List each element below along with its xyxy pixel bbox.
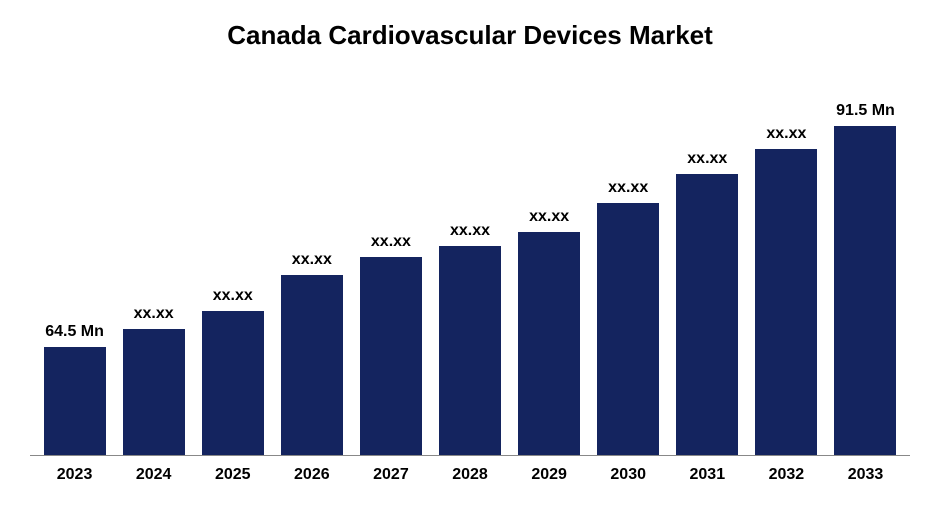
- bar: [834, 126, 896, 455]
- bar-group: xx.xx: [351, 71, 430, 455]
- bar-group: xx.xx: [747, 71, 826, 455]
- bar: [439, 246, 501, 455]
- x-axis-label: 2030: [589, 466, 668, 484]
- x-axis-label: 2033: [826, 466, 905, 484]
- x-axis-label: 2023: [35, 466, 114, 484]
- bar-group: xx.xx: [193, 71, 272, 455]
- bar-value-label: xx.xx: [134, 305, 174, 323]
- bar: [123, 329, 185, 455]
- x-axis-label: 2024: [114, 466, 193, 484]
- bar-group: xx.xx: [272, 71, 351, 455]
- bar-group: xx.xx: [114, 71, 193, 455]
- bar-value-label: 64.5 Mn: [45, 323, 104, 341]
- bar-value-label: xx.xx: [292, 251, 332, 269]
- x-axis-label: 2028: [430, 466, 509, 484]
- bar-group: 91.5 Mn: [826, 71, 905, 455]
- x-axis-label: 2026: [272, 466, 351, 484]
- bar-value-label: xx.xx: [371, 233, 411, 251]
- bar: [755, 149, 817, 455]
- chart-title: Canada Cardiovascular Devices Market: [30, 20, 910, 51]
- bar: [518, 232, 580, 455]
- bar-value-label: xx.xx: [213, 287, 253, 305]
- plot-area: 64.5 Mn xx.xx xx.xx xx.xx xx.xx xx.xx xx…: [30, 71, 910, 456]
- bar: [597, 203, 659, 455]
- chart-container: Canada Cardiovascular Devices Market 64.…: [0, 0, 940, 514]
- bar-group: xx.xx: [510, 71, 589, 455]
- bar: [202, 311, 264, 455]
- x-axis-label: 2031: [668, 466, 747, 484]
- x-axis: 2023 2024 2025 2026 2027 2028 2029 2030 …: [30, 456, 910, 484]
- x-axis-label: 2029: [510, 466, 589, 484]
- x-axis-label: 2032: [747, 466, 826, 484]
- bar: [360, 257, 422, 455]
- bar-group: 64.5 Mn: [35, 71, 114, 455]
- bar: [44, 347, 106, 455]
- bar-group: xx.xx: [589, 71, 668, 455]
- bar-group: xx.xx: [668, 71, 747, 455]
- bar: [281, 275, 343, 455]
- bar-value-label: xx.xx: [529, 208, 569, 226]
- x-axis-label: 2025: [193, 466, 272, 484]
- bar-value-label: xx.xx: [687, 150, 727, 168]
- bar-group: xx.xx: [430, 71, 509, 455]
- bar-value-label: xx.xx: [608, 179, 648, 197]
- bar-value-label: 91.5 Mn: [836, 102, 895, 120]
- bar-value-label: xx.xx: [450, 222, 490, 240]
- bar-value-label: xx.xx: [766, 125, 806, 143]
- bar: [676, 174, 738, 455]
- x-axis-label: 2027: [351, 466, 430, 484]
